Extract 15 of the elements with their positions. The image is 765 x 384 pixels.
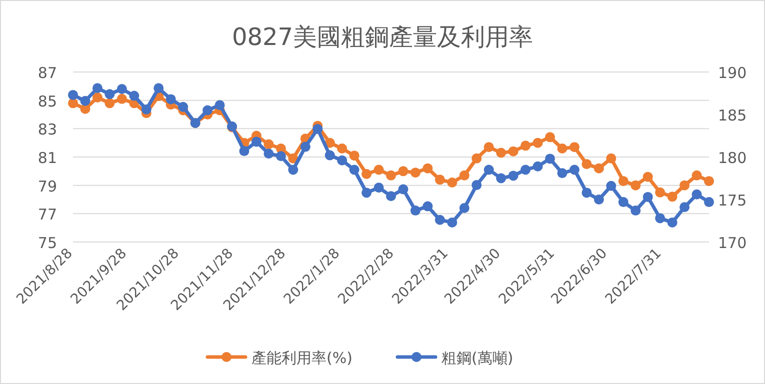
y-tick-label: 83 — [38, 120, 57, 139]
y-tick-label: 77 — [38, 206, 57, 224]
y2-tick-label: 175 — [718, 192, 747, 210]
y-tick-label: 79 — [38, 177, 57, 196]
y-tick-label: 85 — [38, 92, 57, 110]
y-tick-label: 87 — [38, 64, 57, 82]
y2-tick-label: 185 — [718, 106, 747, 124]
y-tick-label: 81 — [38, 149, 57, 167]
y2-tick-label: 180 — [718, 149, 747, 167]
legend-label: 粗鋼(萬噸) — [442, 349, 514, 367]
chart-title: 0827美國粗鋼產量及利用率 — [232, 23, 534, 51]
legend-label: 產能利用率(%) — [252, 349, 352, 367]
y2-tick-label: 170 — [718, 234, 747, 252]
y2-tick-label: 190 — [718, 64, 747, 82]
y-tick-label: 75 — [38, 234, 57, 252]
